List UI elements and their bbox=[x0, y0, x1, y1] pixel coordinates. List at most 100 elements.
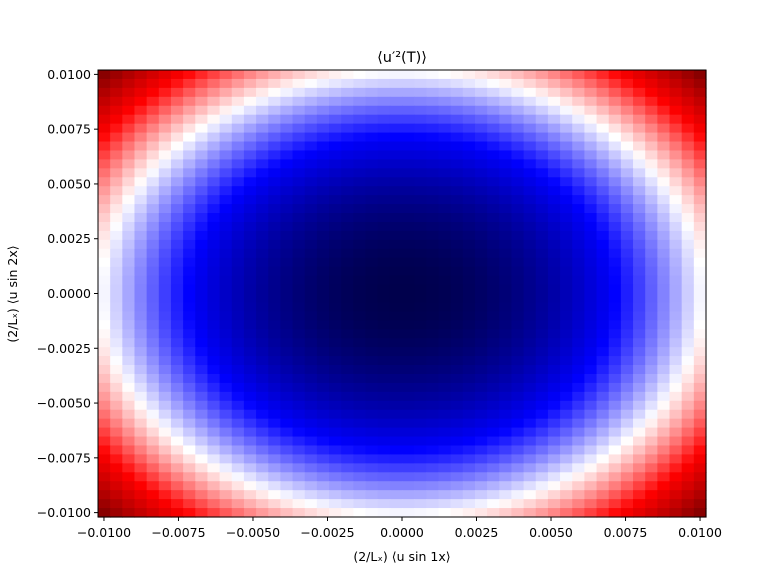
heatmap-cell bbox=[183, 409, 196, 420]
heatmap-cell bbox=[256, 472, 269, 482]
heatmap-cell bbox=[219, 400, 233, 411]
heatmap-cell bbox=[377, 481, 391, 491]
heatmap-cell bbox=[146, 114, 160, 125]
heatmap-cell bbox=[693, 356, 707, 366]
heatmap-cell bbox=[645, 409, 658, 420]
heatmap-cell bbox=[450, 123, 464, 134]
heatmap-cell bbox=[462, 400, 476, 411]
heatmap-cell bbox=[474, 87, 488, 98]
heatmap-cell bbox=[134, 472, 148, 482]
heatmap-cell bbox=[474, 70, 488, 80]
heatmap-cell bbox=[426, 221, 440, 232]
heatmap-cell bbox=[633, 141, 646, 152]
heatmap-cell bbox=[450, 356, 464, 366]
heatmap-cell bbox=[292, 472, 306, 482]
heatmap-cell bbox=[158, 454, 172, 464]
heatmap-cell bbox=[681, 257, 695, 268]
heatmap-cell bbox=[268, 114, 281, 125]
heatmap-cell bbox=[426, 302, 440, 312]
heatmap-cell bbox=[110, 87, 123, 98]
heatmap-cell bbox=[231, 320, 245, 330]
heatmap-cell bbox=[329, 266, 342, 277]
heatmap-cell bbox=[341, 141, 354, 152]
heatmap-cell bbox=[377, 293, 391, 304]
heatmap-cell bbox=[523, 114, 537, 125]
heatmap-cell bbox=[584, 373, 598, 384]
heatmap-cell bbox=[596, 490, 610, 500]
heatmap-cell bbox=[195, 266, 209, 277]
heatmap-cell bbox=[414, 418, 427, 429]
heatmap-cell bbox=[572, 177, 585, 187]
heatmap-cell bbox=[693, 96, 707, 107]
heatmap-cell bbox=[402, 221, 415, 232]
heatmap-cell bbox=[681, 365, 695, 375]
heatmap-cell bbox=[280, 70, 294, 80]
heatmap-cell bbox=[146, 186, 160, 196]
y-axis: −0.0100−0.0075−0.0050−0.00250.00000.0025… bbox=[37, 67, 98, 520]
heatmap-cell bbox=[681, 150, 695, 160]
heatmap-cell bbox=[499, 472, 513, 482]
heatmap-cell bbox=[669, 382, 683, 393]
heatmap-cell bbox=[110, 293, 123, 304]
heatmap-cell bbox=[511, 373, 525, 384]
heatmap-cell bbox=[572, 186, 585, 196]
heatmap-cell bbox=[499, 96, 513, 107]
heatmap-cell bbox=[353, 177, 367, 187]
heatmap-cell bbox=[292, 338, 306, 348]
heatmap-cell bbox=[450, 418, 464, 429]
heatmap-cell bbox=[693, 409, 707, 420]
heatmap-cell bbox=[511, 114, 525, 125]
heatmap-cell bbox=[608, 257, 622, 268]
heatmap-cell bbox=[183, 463, 196, 473]
heatmap-cell bbox=[426, 266, 440, 277]
heatmap-cell bbox=[547, 445, 561, 456]
heatmap-cell bbox=[487, 195, 500, 205]
heatmap-cell bbox=[560, 302, 573, 312]
heatmap-cell bbox=[499, 105, 513, 116]
heatmap-cell bbox=[268, 204, 281, 214]
heatmap-cell bbox=[316, 221, 330, 232]
heatmap-cell bbox=[645, 168, 658, 178]
heatmap-cell bbox=[207, 463, 221, 473]
heatmap-cell bbox=[499, 427, 513, 438]
heatmap-cell bbox=[195, 168, 209, 178]
heatmap-cell bbox=[231, 239, 245, 250]
heatmap-cell bbox=[292, 302, 306, 312]
heatmap-cell bbox=[243, 275, 257, 286]
heatmap-cell bbox=[414, 508, 427, 518]
heatmap-cell bbox=[146, 463, 160, 473]
heatmap-cell bbox=[98, 213, 111, 223]
heatmap-cell bbox=[681, 70, 695, 80]
heatmap-cell bbox=[657, 221, 671, 232]
heatmap-cell bbox=[584, 177, 598, 187]
heatmap-cell bbox=[341, 78, 354, 89]
heatmap-cell bbox=[183, 320, 196, 330]
heatmap-cell bbox=[280, 221, 294, 232]
heatmap-cell bbox=[98, 159, 111, 169]
heatmap-cell bbox=[219, 132, 233, 143]
heatmap-cell bbox=[669, 70, 683, 80]
heatmap-cell bbox=[523, 239, 537, 250]
heatmap-cell bbox=[426, 132, 440, 143]
heatmap-cell bbox=[195, 293, 209, 304]
heatmap-cell bbox=[316, 159, 330, 169]
heatmap-cell bbox=[572, 213, 585, 223]
heatmap-cell bbox=[231, 123, 245, 134]
heatmap-cell bbox=[657, 445, 671, 456]
heatmap-cell bbox=[146, 427, 160, 438]
heatmap-cell bbox=[280, 239, 294, 250]
heatmap-cell bbox=[657, 418, 671, 429]
heatmap-cell bbox=[620, 275, 634, 286]
heatmap-cell bbox=[316, 454, 330, 464]
heatmap-cell bbox=[219, 409, 233, 420]
heatmap-cell bbox=[450, 266, 464, 277]
heatmap-cell bbox=[511, 365, 525, 375]
heatmap-cell bbox=[462, 213, 476, 223]
heatmap-cell bbox=[560, 248, 573, 259]
heatmap-cell bbox=[487, 105, 500, 116]
heatmap-cell bbox=[170, 105, 184, 116]
heatmap-cell bbox=[669, 463, 683, 473]
heatmap-cell bbox=[122, 409, 136, 420]
heatmap-cell bbox=[353, 105, 367, 116]
heatmap-cell bbox=[365, 490, 379, 500]
